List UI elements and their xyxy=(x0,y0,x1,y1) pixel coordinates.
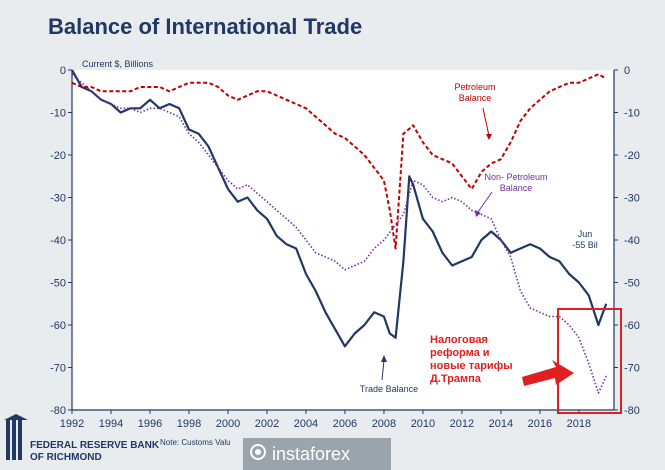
x-tick-label: 2018 xyxy=(567,418,591,430)
frb-line1: FEDERAL RESERVE BANK xyxy=(30,440,160,451)
watermark-text: instaforex xyxy=(272,444,351,464)
x-tick-label: 2002 xyxy=(255,418,279,430)
y-tick-label-left: 0 xyxy=(60,65,66,77)
x-tick-label: 2000 xyxy=(216,418,240,430)
frb-name: FEDERAL RESERVE BANK OF RICHMOND xyxy=(30,440,159,464)
y-tick-label-left: -30 xyxy=(50,193,66,205)
y-tick-label-left: -20 xyxy=(50,150,66,162)
y-tick-label-left: -40 xyxy=(50,235,66,247)
x-tick-label: 2014 xyxy=(489,418,513,430)
annotation-petroleum-arrow xyxy=(482,107,490,137)
annotation-non-petroleum-arrowhead xyxy=(475,210,481,217)
x-tick-label: 2012 xyxy=(450,418,474,430)
annotation-petroleum: Balance xyxy=(459,93,492,103)
y-tick-label-left: -10 xyxy=(50,108,66,120)
callout-text: Д.Трампа xyxy=(430,373,482,385)
annotation-non-petroleum-arrow xyxy=(477,191,493,213)
series-line-trade-balance xyxy=(71,69,608,348)
y-tick-label-right: -70 xyxy=(624,363,640,375)
x-tick-label: 2004 xyxy=(294,418,318,430)
y-tick-label-right: -10 xyxy=(624,108,640,120)
annotation-jun: Jun xyxy=(578,229,593,239)
series-line-non-petroleum-balance xyxy=(71,73,607,394)
y-tick-label-left: -50 xyxy=(50,278,66,290)
x-tick-label: 2006 xyxy=(333,418,357,430)
y-tick-label-right: -40 xyxy=(624,235,640,247)
annotation-non-petroleum: Non- Petroleum xyxy=(484,172,547,182)
x-tick-label: 1996 xyxy=(138,418,162,430)
y-tick-label-right: -80 xyxy=(624,405,640,417)
x-tick-label: 2010 xyxy=(411,418,435,430)
frb-logo-icon xyxy=(4,414,28,460)
y-tick-label-left: -80 xyxy=(50,405,66,417)
y-tick-label-right: 0 xyxy=(624,65,630,77)
x-tick-label: 1998 xyxy=(177,418,201,430)
annotation-trade-balance: Trade Balance xyxy=(360,384,418,394)
y-tick-label-left: -60 xyxy=(50,320,66,332)
x-tick-label: 2008 xyxy=(372,418,396,430)
y-tick-label-left: -70 xyxy=(50,363,66,375)
x-tick-label: 1994 xyxy=(99,418,123,430)
y-axis-label: Current $, Billions xyxy=(82,59,154,69)
x-tick-label: 2016 xyxy=(528,418,552,430)
instaforex-logo-icon xyxy=(250,444,266,460)
callout-text: новые тарифы xyxy=(430,360,513,372)
annotation-jun: -55 Bil xyxy=(572,240,598,250)
annotation-petroleum: Petroleum xyxy=(454,82,495,92)
y-tick-label-right: -50 xyxy=(624,278,640,290)
y-tick-label-right: -60 xyxy=(624,320,640,332)
y-tick-label-right: -20 xyxy=(624,150,640,162)
y-tick-label-right: -30 xyxy=(624,193,640,205)
callout-box xyxy=(557,308,622,414)
callout-text: Налоговая xyxy=(430,334,488,346)
callout-arrow-icon xyxy=(522,360,574,386)
annotation-trade-arrowhead xyxy=(381,355,387,362)
annotation-trade-arrow xyxy=(381,359,385,381)
annotation-petroleum-arrowhead xyxy=(486,134,492,140)
x-tick-label: 1992 xyxy=(60,418,84,430)
chart-note: Note: Customs Valu xyxy=(160,438,231,447)
frb-line2: OF RICHMOND xyxy=(30,452,102,463)
watermark-box xyxy=(243,438,391,470)
plot-area xyxy=(72,70,614,410)
chart-title: Balance of International Trade xyxy=(48,14,363,39)
series-line-petroleum-balance xyxy=(71,73,607,250)
callout-text: реформа и xyxy=(430,347,490,359)
annotation-non-petroleum: Balance xyxy=(500,183,533,193)
